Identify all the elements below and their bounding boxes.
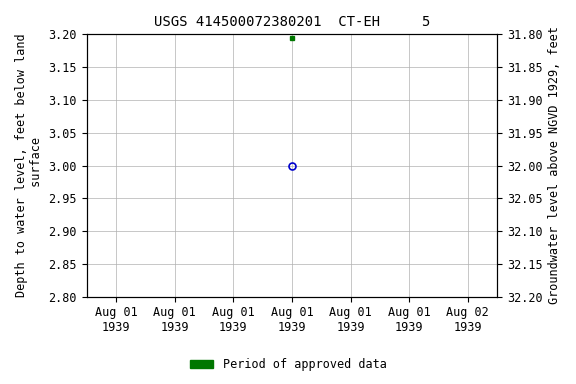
Legend: Period of approved data: Period of approved data [185,354,391,376]
Y-axis label: Depth to water level, feet below land
 surface: Depth to water level, feet below land su… [15,34,43,297]
Title: USGS 414500072380201  CT-EH     5: USGS 414500072380201 CT-EH 5 [154,15,430,29]
Y-axis label: Groundwater level above NGVD 1929, feet: Groundwater level above NGVD 1929, feet [548,26,561,305]
